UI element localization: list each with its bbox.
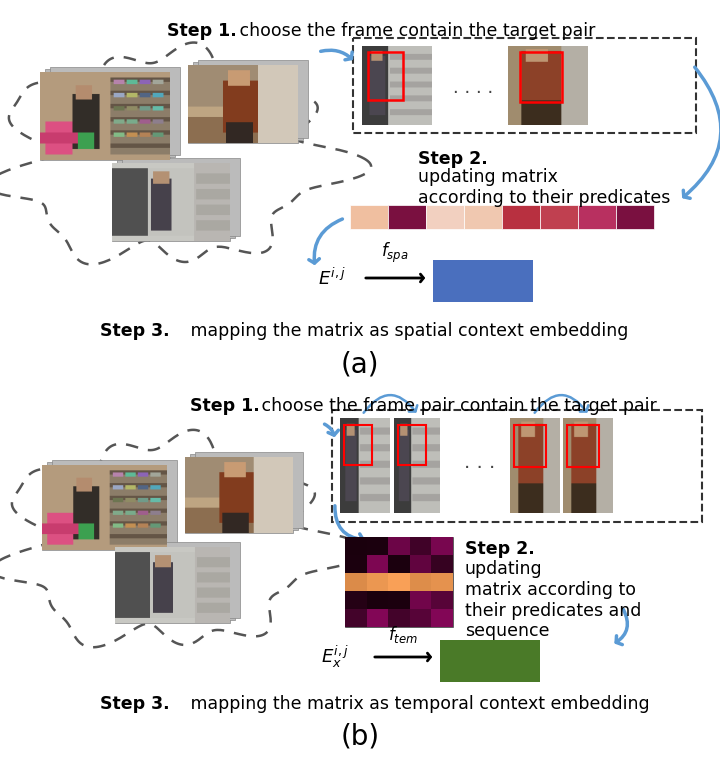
Bar bbox=[388, 537, 410, 555]
Text: . . .: . . . bbox=[464, 454, 495, 473]
Text: $E^{i,j}$: $E^{i,j}$ bbox=[318, 267, 346, 288]
Bar bbox=[122, 158, 240, 236]
Bar bbox=[193, 62, 303, 140]
Bar bbox=[578, 205, 616, 229]
Bar bbox=[115, 547, 230, 623]
Bar bbox=[344, 425, 372, 465]
Bar bbox=[398, 425, 426, 465]
Bar bbox=[410, 591, 431, 609]
Bar bbox=[388, 555, 410, 573]
Bar bbox=[366, 555, 388, 573]
Bar bbox=[345, 537, 453, 627]
Bar bbox=[388, 205, 426, 229]
Bar bbox=[195, 452, 303, 528]
Bar bbox=[410, 555, 431, 573]
Bar bbox=[112, 163, 230, 241]
Bar bbox=[45, 69, 175, 157]
Text: updating matrix
according to their predicates: updating matrix according to their predi… bbox=[418, 168, 670, 207]
Text: (a): (a) bbox=[341, 350, 379, 378]
Text: choose the frame contain the target pair: choose the frame contain the target pair bbox=[234, 22, 595, 40]
Text: Step 1.: Step 1. bbox=[190, 397, 260, 415]
Bar bbox=[117, 160, 235, 238]
Text: Step 2.: Step 2. bbox=[418, 150, 487, 168]
Bar bbox=[540, 205, 578, 229]
Bar bbox=[345, 591, 366, 609]
Text: mapping the matrix as temporal context embedding: mapping the matrix as temporal context e… bbox=[185, 695, 649, 713]
Bar bbox=[410, 537, 431, 555]
Bar bbox=[431, 537, 453, 555]
Bar bbox=[426, 205, 464, 229]
Bar bbox=[440, 640, 540, 682]
Bar bbox=[514, 425, 546, 467]
Text: . . . .: . . . . bbox=[453, 79, 493, 97]
Bar bbox=[431, 555, 453, 573]
Bar bbox=[47, 462, 172, 547]
Bar bbox=[332, 410, 702, 522]
Bar bbox=[431, 573, 453, 591]
Bar bbox=[410, 573, 431, 591]
Bar bbox=[345, 609, 366, 627]
Bar bbox=[50, 67, 180, 155]
Bar bbox=[567, 425, 599, 467]
Text: $f_{spa}$: $f_{spa}$ bbox=[381, 240, 409, 265]
Text: $f_{tem}$: $f_{tem}$ bbox=[388, 624, 418, 645]
Text: (b): (b) bbox=[341, 723, 379, 751]
Text: choose the frame pair contain the target pair: choose the frame pair contain the target… bbox=[256, 397, 657, 415]
Bar bbox=[198, 60, 308, 138]
Bar bbox=[433, 260, 533, 302]
Bar bbox=[502, 205, 540, 229]
Bar bbox=[410, 609, 431, 627]
Bar bbox=[366, 537, 388, 555]
Bar bbox=[431, 609, 453, 627]
Bar bbox=[520, 52, 562, 102]
Text: $E_x^{i,j}$: $E_x^{i,j}$ bbox=[321, 644, 349, 670]
Bar bbox=[350, 205, 388, 229]
Bar bbox=[388, 573, 410, 591]
Bar bbox=[616, 205, 654, 229]
Text: Step 2.: Step 2. bbox=[465, 540, 535, 558]
Bar bbox=[52, 460, 177, 545]
Bar bbox=[388, 591, 410, 609]
Bar bbox=[42, 465, 167, 550]
Text: Step 3.: Step 3. bbox=[100, 322, 170, 340]
Bar bbox=[388, 609, 410, 627]
Bar bbox=[120, 544, 235, 620]
Bar bbox=[345, 555, 366, 573]
Bar bbox=[345, 573, 366, 591]
Bar bbox=[40, 72, 170, 160]
Bar bbox=[366, 573, 388, 591]
Bar bbox=[431, 591, 453, 609]
Bar bbox=[185, 457, 293, 533]
Bar bbox=[366, 609, 388, 627]
Bar bbox=[188, 65, 298, 143]
Bar bbox=[125, 542, 240, 618]
Text: mapping the matrix as spatial context embedding: mapping the matrix as spatial context em… bbox=[185, 322, 629, 340]
Bar bbox=[345, 537, 366, 555]
Text: updating
matrix according to
their predicates and
sequence: updating matrix according to their predi… bbox=[465, 560, 642, 641]
Text: Step 1.: Step 1. bbox=[167, 22, 237, 40]
Bar bbox=[464, 205, 502, 229]
Bar bbox=[368, 52, 403, 100]
Text: Step 3.: Step 3. bbox=[100, 695, 170, 713]
Bar bbox=[353, 38, 696, 133]
Bar bbox=[366, 591, 388, 609]
Bar bbox=[190, 454, 298, 530]
